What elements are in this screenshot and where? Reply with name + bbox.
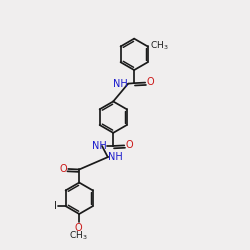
Text: O: O — [74, 222, 82, 232]
Text: O: O — [59, 164, 67, 174]
Text: O: O — [126, 140, 134, 150]
Text: CH$_3$: CH$_3$ — [69, 230, 87, 242]
Text: I: I — [54, 201, 57, 211]
Text: NH: NH — [92, 141, 107, 151]
Text: NH: NH — [113, 79, 128, 89]
Text: NH: NH — [108, 152, 123, 162]
Text: O: O — [147, 77, 154, 87]
Text: CH$_3$: CH$_3$ — [150, 40, 168, 52]
